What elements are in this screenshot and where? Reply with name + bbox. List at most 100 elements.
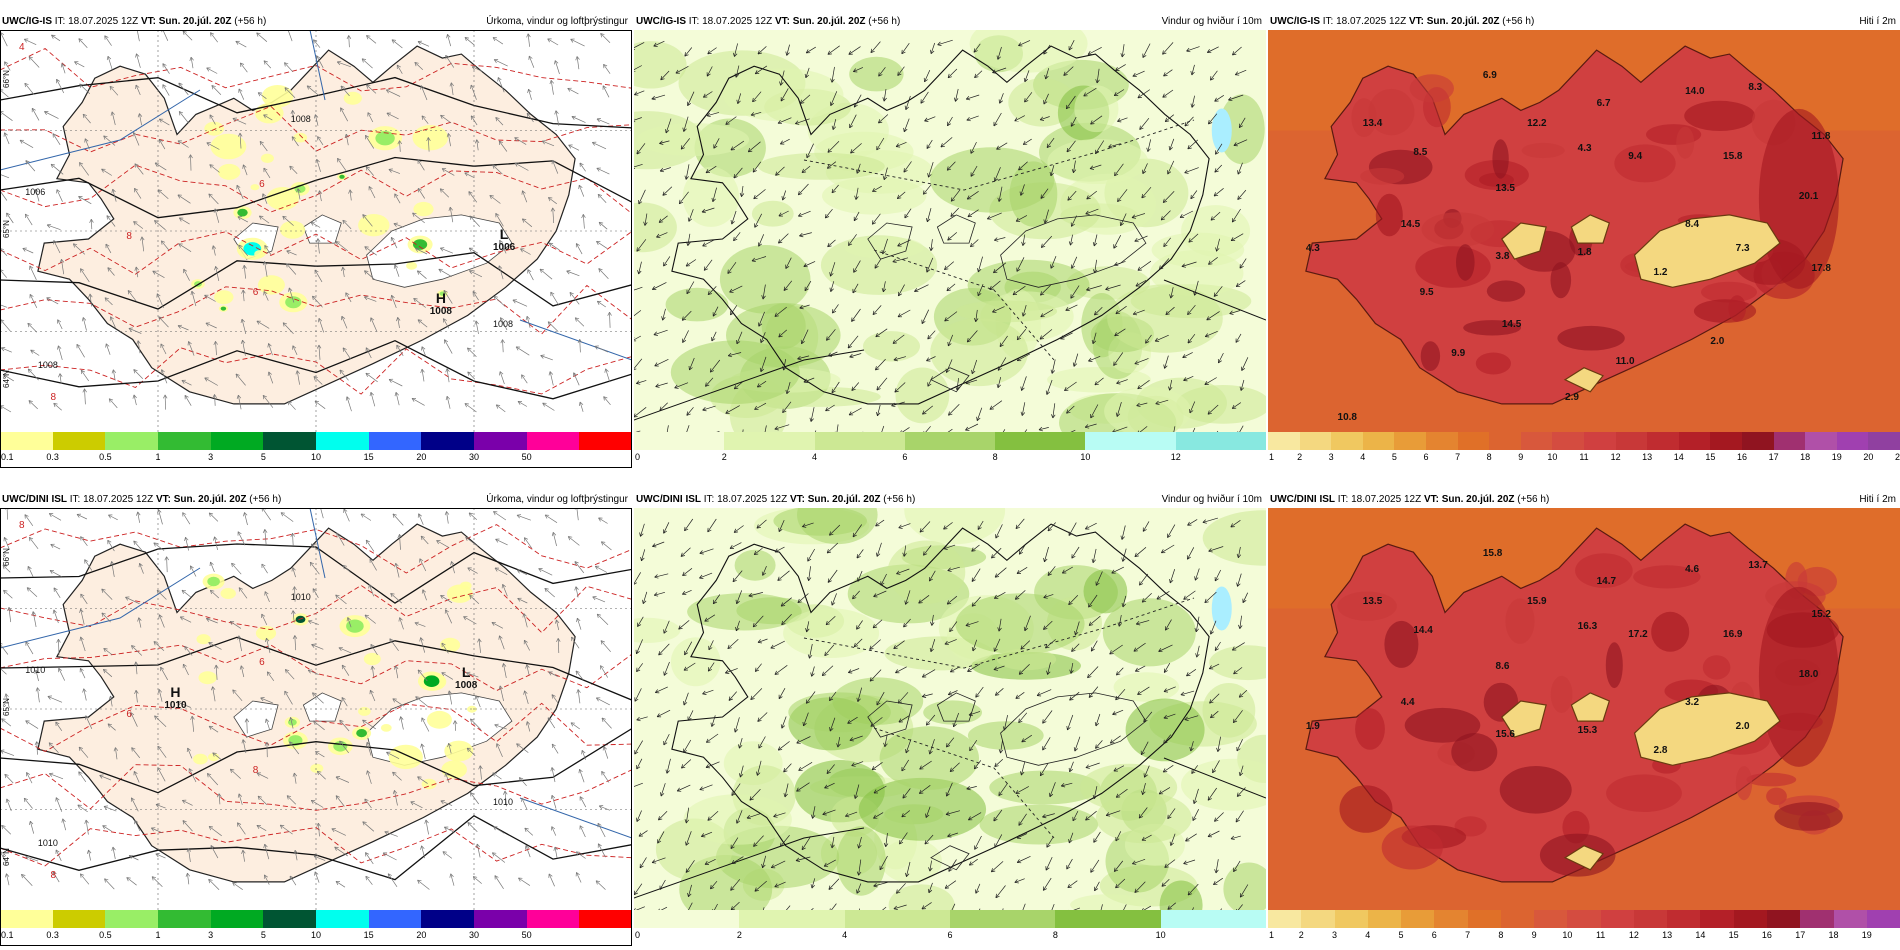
wind-barb: [783, 286, 786, 291]
wind-barb: [162, 63, 167, 66]
wind-barb: [1095, 746, 1100, 749]
temperature-label: 3.8: [1495, 251, 1510, 263]
wind-barb: [417, 776, 420, 781]
scale-tick-label: 1: [155, 452, 161, 462]
wind-barb: [797, 190, 800, 195]
wind-barb: [317, 136, 322, 139]
wind-barb: [214, 394, 217, 398]
wind-barb: [1043, 101, 1048, 105]
wind-barb: [682, 590, 686, 595]
wind-barb: [313, 114, 316, 119]
wind-barb: [360, 513, 372, 521]
wind-speed-area: [989, 770, 1101, 805]
wind-barb: [1064, 386, 1067, 391]
wind-barb: [1236, 787, 1246, 797]
wind-barb: [877, 404, 881, 416]
wind-barb: [600, 665, 605, 668]
wind-barb: [554, 619, 557, 624]
wind-barb: [242, 739, 246, 743]
wind-barb: [878, 119, 881, 124]
wind-barb: [306, 85, 309, 90]
wind-barb: [151, 876, 163, 887]
wind-barb: [297, 188, 301, 192]
wind-barb: [479, 765, 483, 770]
wind-barb: [1046, 137, 1055, 148]
wind-barb: [495, 404, 499, 409]
wind-barb: [634, 310, 642, 317]
wind-barb: [1207, 796, 1209, 801]
wind-barb: [1168, 146, 1171, 151]
wind-barb: [80, 370, 83, 375]
wind-barb: [748, 150, 753, 153]
wind-barb: [1021, 376, 1027, 391]
wind-barb: [4, 132, 8, 136]
wind-barb: [851, 382, 860, 391]
wind-barb: [292, 635, 296, 640]
wind-barb: [701, 207, 715, 213]
wind-barb: [944, 265, 947, 270]
wind-barb: [578, 769, 580, 774]
wind-barb: [1190, 194, 1192, 199]
wind-barb: [901, 51, 906, 55]
wind-barb: [640, 523, 645, 537]
wind-barb: [1015, 590, 1026, 600]
wind-barb: [386, 89, 389, 94]
wind-barb: [104, 878, 106, 883]
wind-barb: [548, 371, 551, 376]
wind-barb: [334, 846, 337, 851]
wind-barb: [391, 294, 395, 299]
init-time: IT: 18.07.2025 12Z: [52, 16, 141, 27]
wind-barb: [1187, 333, 1196, 344]
panel-header: UWC/DINI ISL IT: 18.07.2025 12Z VT: Sun.…: [634, 492, 1266, 508]
wind-barb: [758, 311, 765, 327]
wind-barb: [974, 766, 979, 770]
wind-barb: [663, 672, 668, 676]
wind-barb: [1140, 741, 1149, 755]
wind-barb: [105, 343, 107, 348]
wind-barb: [84, 138, 89, 142]
wind-barb: [738, 744, 740, 749]
wind-barb: [1164, 117, 1168, 122]
wind-barb: [991, 556, 996, 559]
wind-barb: [417, 669, 422, 672]
wind-barb: [417, 879, 420, 884]
wind-barb: [1018, 712, 1028, 723]
wind-barb: [421, 589, 424, 594]
wind-barb: [830, 262, 836, 277]
lead-time: (+56 h): [246, 494, 282, 505]
wind-barb: [1012, 291, 1016, 295]
wind-barb: [1021, 738, 1024, 743]
wind-barb: [1071, 265, 1076, 269]
wind-barb: [750, 695, 753, 700]
wind-barb: [417, 669, 420, 674]
wind-barb: [178, 82, 180, 87]
wind-barb: [966, 785, 970, 790]
wind-barb: [975, 309, 978, 322]
wind-barb: [552, 207, 555, 224]
wind-barb: [989, 280, 1001, 290]
wind-barb: [893, 640, 905, 649]
wind-speed-area: [1202, 510, 1266, 566]
wind-barb: [155, 804, 159, 808]
wind-barb: [1021, 312, 1024, 317]
wind-barb: [656, 709, 671, 718]
wind-barb: [518, 777, 521, 782]
wind-barb: [602, 85, 607, 89]
wind-barb: [137, 340, 141, 354]
wind-barb: [1135, 667, 1138, 672]
wind-barb: [829, 698, 834, 702]
wind-barb: [682, 574, 687, 576]
wind-barb: [801, 165, 811, 173]
wind-barb: [1113, 767, 1117, 772]
wind-barb: [34, 669, 37, 674]
wind-barb: [782, 197, 786, 201]
wind-barb: [704, 614, 716, 622]
wind-barb: [421, 845, 426, 859]
wind-barb: [470, 84, 475, 88]
wind-barb: [82, 388, 85, 393]
wind-barb: [1121, 53, 1125, 58]
wind-barb: [284, 669, 287, 674]
wind-barb: [160, 369, 162, 374]
wind-barb: [989, 408, 994, 410]
wind-barb: [870, 725, 875, 727]
